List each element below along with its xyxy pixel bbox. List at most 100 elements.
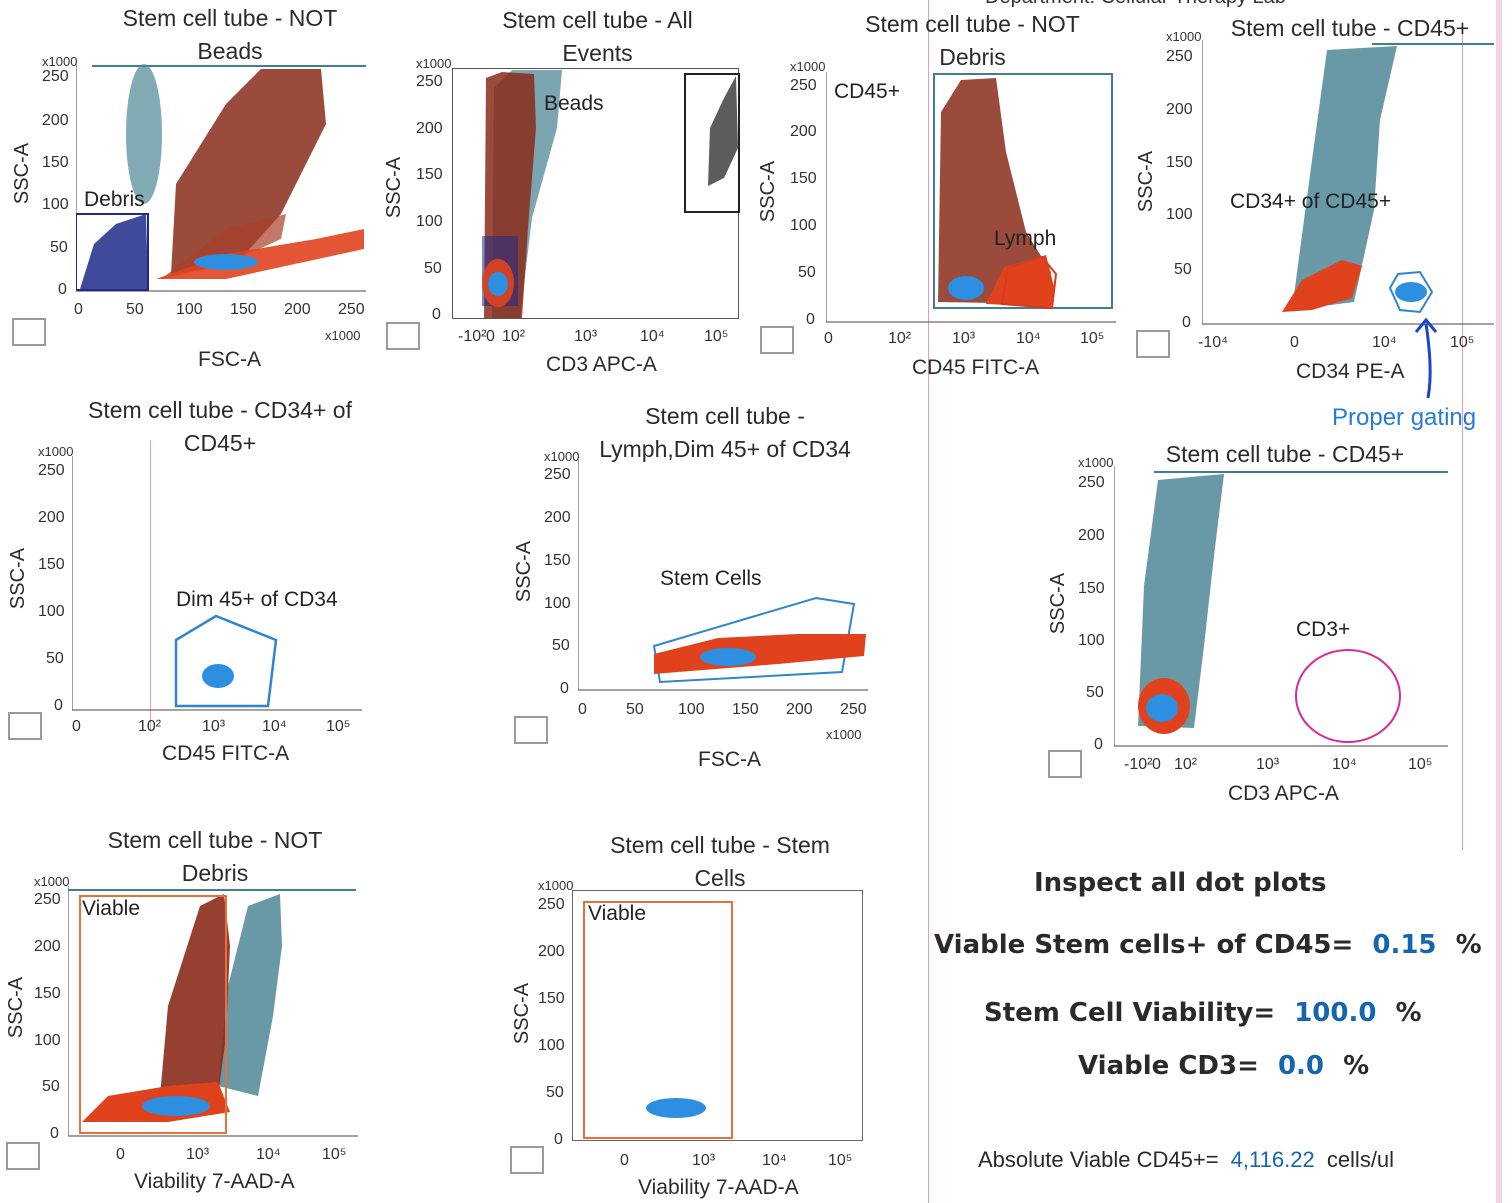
x-tick: 10⁵ xyxy=(1408,756,1433,773)
header-fragment: Department: Cellular Therapy Lab xyxy=(985,0,1286,9)
plot-title: Stem cell tube - Stem Cells xyxy=(610,832,830,891)
dot-plot xyxy=(68,886,358,1137)
y-tick: 50 xyxy=(552,637,570,654)
y-tick: 50 xyxy=(798,264,816,281)
y-tick: 150 xyxy=(42,154,69,171)
scan-line xyxy=(1462,30,1463,850)
percent-sign: % xyxy=(1455,930,1482,960)
x-tick: 0 xyxy=(620,1152,629,1169)
x-tick: 50 xyxy=(126,301,144,318)
viable-stem-cells-line: Viable Stem cells+ of CD45= 0.15 % xyxy=(934,930,1482,960)
x-tick: 10⁴ xyxy=(640,328,665,345)
y-axis-label: SSC-A xyxy=(1135,150,1158,213)
stem-viability-value: 100.0 xyxy=(1294,998,1377,1028)
gate-label-cd34-of-cd45: CD34+ of CD45+ xyxy=(1230,190,1392,213)
x-tick: 250 xyxy=(840,701,867,718)
proper-gating-note: Proper gating xyxy=(1332,404,1477,431)
x-tick: 10⁴ xyxy=(1372,334,1397,351)
x-tick: -10² xyxy=(1124,756,1153,773)
x-axis-label: Viability 7-AAD-A xyxy=(638,1176,799,1199)
x-axis-label: FSC-A xyxy=(198,348,261,371)
viable-cd3-line: Viable CD3= 0.0 % xyxy=(1078,1051,1369,1081)
gate-label-cd3: CD3+ xyxy=(1296,618,1351,641)
x-tick: 10² xyxy=(888,330,912,347)
dot-plot xyxy=(76,64,366,292)
x-tick: 0 xyxy=(1152,756,1161,773)
y-tick: 150 xyxy=(1078,580,1105,597)
y-tick: 250 xyxy=(34,891,61,908)
y-tick: 0 xyxy=(58,281,67,298)
x-axis-label: CD3 APC-A xyxy=(546,353,657,376)
x-tick: 0 xyxy=(578,701,587,718)
dot-plot xyxy=(1114,466,1448,747)
x-tick: 0 xyxy=(116,1146,125,1163)
gate-label-viable: Viable xyxy=(82,897,140,920)
y-multiplier: x1000 xyxy=(1166,29,1202,44)
plot-options-icon[interactable] xyxy=(8,712,42,740)
plot-options-icon[interactable] xyxy=(1048,750,1082,778)
x-tick: 250 xyxy=(338,301,365,318)
x-tick: 50 xyxy=(626,701,644,718)
scan-line xyxy=(150,440,151,730)
y-tick: 200 xyxy=(1078,527,1105,544)
y-tick: 250 xyxy=(42,68,69,85)
y-tick: 50 xyxy=(424,260,442,277)
y-tick: 250 xyxy=(416,73,443,90)
y-tick: 250 xyxy=(38,462,65,479)
x-tick: 200 xyxy=(284,301,311,318)
y-tick: 150 xyxy=(1166,154,1193,171)
y-multiplier: x1000 xyxy=(544,449,580,464)
dot-plot xyxy=(578,460,868,691)
plot-options-icon[interactable] xyxy=(12,318,46,346)
handwritten-arrow xyxy=(1414,317,1438,399)
scan-line xyxy=(1496,0,1502,1203)
gate-label-stem-cells: Stem Cells xyxy=(660,567,762,590)
plot-options-icon[interactable] xyxy=(760,326,794,354)
x-axis-label: Viability 7-AAD-A xyxy=(134,1170,295,1193)
y-tick: 100 xyxy=(790,217,817,234)
x-tick: 0 xyxy=(1290,334,1299,351)
x-tick: 10³ xyxy=(202,718,226,735)
x-tick: 0 xyxy=(74,301,83,318)
y-tick: 100 xyxy=(1166,206,1193,223)
dot-plot xyxy=(826,72,1116,323)
gate-label-debris: Debris xyxy=(84,188,145,211)
plot-options-icon[interactable] xyxy=(386,322,420,350)
y-tick: 0 xyxy=(560,680,569,697)
y-multiplier: x1000 xyxy=(38,444,74,459)
y-tick: 250 xyxy=(790,77,817,94)
x-tick: 10⁴ xyxy=(1332,756,1357,773)
y-tick: 100 xyxy=(1078,632,1105,649)
x-tick: 200 xyxy=(786,701,813,718)
plot-title: Stem cell tube - CD34+ of CD45+ xyxy=(88,397,352,456)
x-tick: 0 xyxy=(72,718,81,735)
y-tick: 0 xyxy=(806,311,815,328)
x-tick: 0 xyxy=(486,328,495,345)
y-tick: 150 xyxy=(544,552,571,569)
y-axis-label: SSC-A xyxy=(383,156,406,219)
y-multiplier: x1000 xyxy=(42,54,78,69)
stem-viability-label: Stem Cell Viability= xyxy=(984,998,1276,1028)
plot-options-icon[interactable] xyxy=(514,716,548,744)
plot-options-icon[interactable] xyxy=(510,1146,544,1174)
gate-label-dim45: Dim 45+ of CD34 xyxy=(176,588,338,611)
x-tick: 10² xyxy=(1174,756,1198,773)
plot-title: Stem cell tube - All Events xyxy=(502,7,693,66)
y-tick: 50 xyxy=(546,1084,564,1101)
x-tick: 10³ xyxy=(952,330,976,347)
y-tick: 150 xyxy=(790,170,817,187)
absolute-cd45-unit: cells/ul xyxy=(1326,1147,1395,1172)
x-tick: 150 xyxy=(230,301,257,318)
gate-label-lymph: Lymph xyxy=(994,227,1057,250)
plot-options-icon[interactable] xyxy=(1136,330,1170,358)
y-tick: 200 xyxy=(538,943,565,960)
x-tick: 10⁴ xyxy=(256,1146,281,1163)
y-tick: 150 xyxy=(538,990,565,1007)
gate-label-beads: Beads xyxy=(544,92,604,115)
y-tick: 200 xyxy=(416,120,443,137)
y-tick: 0 xyxy=(1182,314,1191,331)
percent-sign: % xyxy=(1343,1051,1370,1081)
plot-options-icon[interactable] xyxy=(6,1142,40,1170)
dot-plot xyxy=(452,68,740,319)
y-multiplier: x1000 xyxy=(416,56,452,71)
